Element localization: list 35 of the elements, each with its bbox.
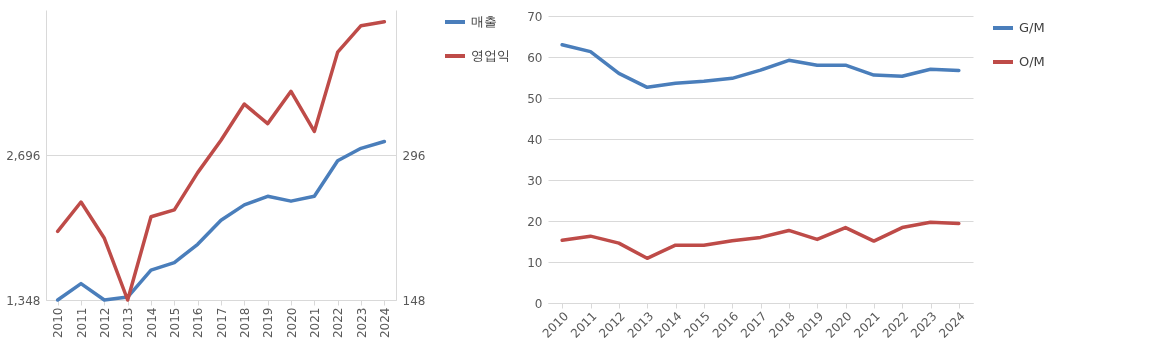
y-tick-label: 1,348 (6, 293, 41, 308)
x-tick-label: 2024 (377, 307, 392, 339)
y-tick-label: 0 (534, 296, 543, 311)
y-tick-label: 10 (527, 255, 543, 270)
y2-tick-label: 296 (402, 148, 426, 163)
line-series (560, 42, 961, 90)
line-series (55, 139, 387, 302)
x-tick-label: 2012 (97, 307, 112, 339)
legend-label: O/M (1019, 54, 1045, 69)
y-tick-label: 2,696 (6, 148, 41, 163)
x-tick-label: 2011 (74, 307, 89, 339)
y-tick-label: 60 (527, 50, 543, 65)
x-tick-label: 2016 (191, 307, 206, 339)
x-tick-label: 2015 (167, 307, 182, 339)
x-tick-label: 2020 (284, 307, 299, 339)
line-series (55, 20, 387, 302)
y-tick-label: 20 (527, 214, 543, 229)
x-tick-label: 2014 (144, 307, 159, 339)
x-tick-label: 2013 (121, 307, 136, 339)
x-tick-label: 2021 (307, 307, 322, 339)
legend-label: 매출 (471, 14, 497, 29)
y-tick-label: 50 (527, 91, 543, 106)
x-tick-label: 2018 (237, 307, 252, 339)
x-tick-label: 2010 (51, 307, 66, 339)
legend-label: 영업익 (471, 48, 510, 63)
x-tick-label: 2019 (261, 307, 276, 339)
y2-tick-label: 148 (402, 293, 426, 308)
legend-label: G/M (1019, 20, 1045, 35)
line-series (560, 220, 961, 261)
y-tick-label: 70 (527, 9, 543, 24)
x-tick-label: 2022 (331, 307, 346, 339)
y-tick-label: 40 (527, 132, 543, 147)
x-tick-label: 2023 (354, 307, 369, 339)
y-tick-label: 30 (527, 173, 543, 188)
x-tick-label: 2017 (214, 307, 229, 339)
